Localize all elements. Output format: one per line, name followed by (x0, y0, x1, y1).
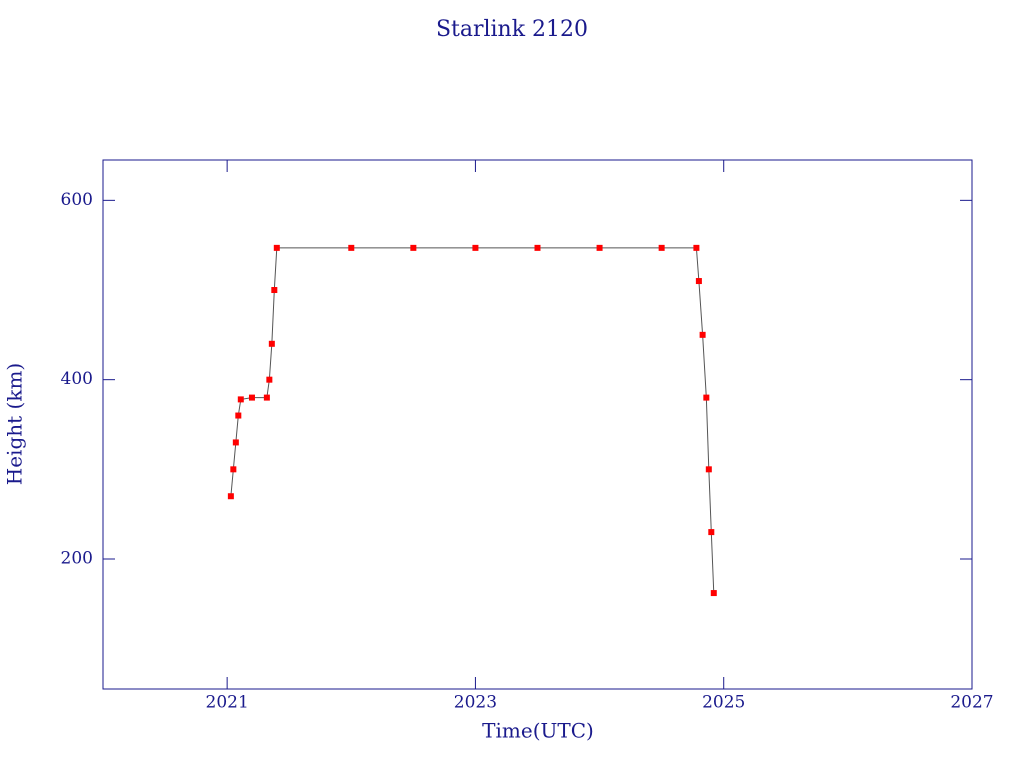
point (227, 493, 234, 500)
x-tick-label: 2021 (206, 693, 249, 713)
chart-title: Starlink 2120 (436, 17, 588, 42)
point (268, 340, 275, 347)
point (266, 376, 273, 383)
point (248, 394, 255, 401)
point (710, 590, 717, 597)
series-line (230, 247, 715, 594)
point (596, 244, 603, 251)
y-tick-label: 200 (61, 548, 93, 568)
point (534, 244, 541, 251)
point (273, 244, 280, 251)
plot-frame (102, 159, 973, 690)
point (232, 439, 239, 446)
y-tick-label: 400 (61, 369, 93, 389)
x-tick-label: 2027 (950, 693, 993, 713)
y-axis-label: Height (km) (3, 363, 27, 485)
point (230, 466, 237, 473)
point (271, 287, 278, 294)
point (695, 278, 702, 285)
point (705, 466, 712, 473)
point (237, 396, 244, 403)
point (708, 529, 715, 536)
point (472, 244, 479, 251)
point (699, 331, 706, 338)
point (703, 394, 710, 401)
point (348, 244, 355, 251)
point (658, 244, 665, 251)
point (693, 244, 700, 251)
point (235, 412, 242, 419)
x-axis-label: Time(UTC) (482, 719, 594, 743)
x-tick-label: 2023 (454, 693, 497, 713)
x-tick-label: 2025 (702, 693, 745, 713)
point (263, 394, 270, 401)
point (410, 244, 417, 251)
y-tick-label: 600 (61, 190, 93, 210)
